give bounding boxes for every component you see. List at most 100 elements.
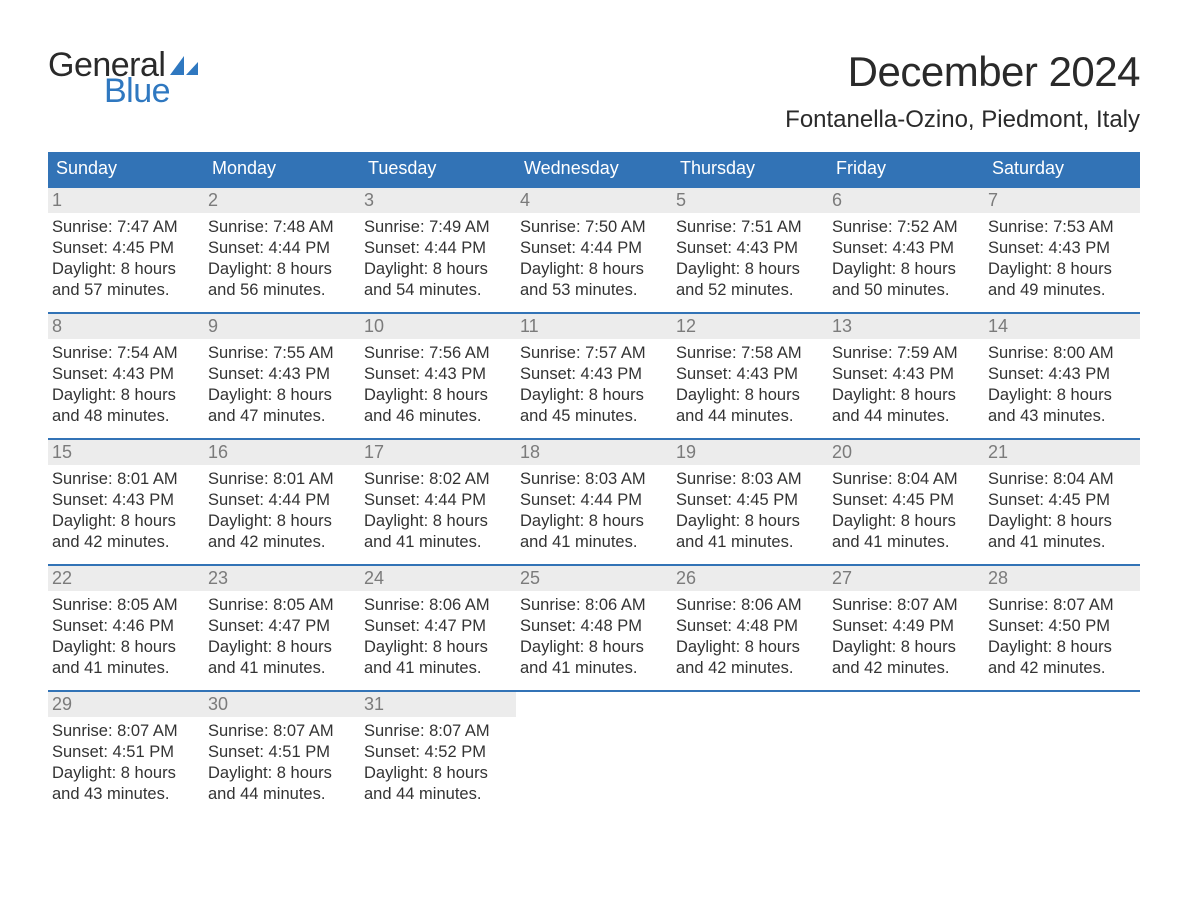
day-cell: 9Sunrise: 7:55 AMSunset: 4:43 PMDaylight…: [204, 314, 360, 438]
daylight1-line: Daylight: 8 hours: [208, 637, 356, 658]
day-number: 24: [360, 566, 516, 591]
daylight1-line: Daylight: 8 hours: [832, 259, 980, 280]
sunrise-line: Sunrise: 8:06 AM: [364, 595, 512, 616]
day-cell: [516, 692, 672, 816]
day-content: Sunrise: 8:07 AMSunset: 4:51 PMDaylight:…: [208, 721, 356, 805]
title-block: December 2024 Fontanella-Ozino, Piedmont…: [785, 48, 1140, 134]
day-number-empty: [516, 692, 672, 717]
day-cell: 6Sunrise: 7:52 AMSunset: 4:43 PMDaylight…: [828, 188, 984, 312]
daylight1-line: Daylight: 8 hours: [364, 259, 512, 280]
sunset-line: Sunset: 4:44 PM: [208, 238, 356, 259]
daylight2-line: and 44 minutes.: [364, 784, 512, 805]
daylight1-line: Daylight: 8 hours: [52, 763, 200, 784]
daylight1-line: Daylight: 8 hours: [988, 511, 1136, 532]
sunrise-line: Sunrise: 7:53 AM: [988, 217, 1136, 238]
daylight2-line: and 41 minutes.: [364, 532, 512, 553]
sunset-line: Sunset: 4:49 PM: [832, 616, 980, 637]
sunrise-line: Sunrise: 7:48 AM: [208, 217, 356, 238]
day-number: 7: [984, 188, 1140, 213]
sunrise-line: Sunrise: 7:55 AM: [208, 343, 356, 364]
day-content: Sunrise: 7:56 AMSunset: 4:43 PMDaylight:…: [364, 343, 512, 427]
daylight2-line: and 41 minutes.: [988, 532, 1136, 553]
day-number: 10: [360, 314, 516, 339]
sunset-line: Sunset: 4:43 PM: [676, 238, 824, 259]
day-number: 6: [828, 188, 984, 213]
day-content: Sunrise: 8:03 AMSunset: 4:44 PMDaylight:…: [520, 469, 668, 553]
daylight2-line: and 42 minutes.: [832, 658, 980, 679]
day-cell: 21 Sunrise: 8:04 AMSunset: 4:45 PMDayligh…: [984, 440, 1140, 564]
day-content: Sunrise: 7:49 AMSunset: 4:44 PMDaylight:…: [364, 217, 512, 301]
day-number: 5: [672, 188, 828, 213]
sunrise-line: Sunrise: 8:07 AM: [832, 595, 980, 616]
day-cell: 25 Sunrise: 8:06 AMSunset: 4:48 PMDayligh…: [516, 566, 672, 690]
sunset-line: Sunset: 4:43 PM: [364, 364, 512, 385]
day-content: Sunrise: 8:06 AMSunset: 4:48 PMDaylight:…: [520, 595, 668, 679]
sunset-line: Sunset: 4:48 PM: [676, 616, 824, 637]
sail-icon: [169, 54, 199, 76]
day-content: Sunrise: 8:03 AMSunset: 4:45 PMDaylight:…: [676, 469, 824, 553]
day-cell: 31Sunrise: 8:07 AMSunset: 4:52 PMDayligh…: [360, 692, 516, 816]
sunset-line: Sunset: 4:45 PM: [676, 490, 824, 511]
daylight1-line: Daylight: 8 hours: [52, 385, 200, 406]
sunset-line: Sunset: 4:44 PM: [520, 238, 668, 259]
day-content: Sunrise: 7:51 AMSunset: 4:43 PMDaylight:…: [676, 217, 824, 301]
day-content: Sunrise: 8:01 AMSunset: 4:44 PMDaylight:…: [208, 469, 356, 553]
day-content: Sunrise: 8:00 AMSunset: 4:43 PMDaylight:…: [988, 343, 1136, 427]
sunset-line: Sunset: 4:43 PM: [208, 364, 356, 385]
sunset-line: Sunset: 4:43 PM: [988, 238, 1136, 259]
sunset-line: Sunset: 4:47 PM: [208, 616, 356, 637]
day-cell: 11Sunrise: 7:57 AMSunset: 4:43 PMDayligh…: [516, 314, 672, 438]
daylight1-line: Daylight: 8 hours: [208, 763, 356, 784]
daylight1-line: Daylight: 8 hours: [520, 637, 668, 658]
daylight2-line: and 42 minutes.: [988, 658, 1136, 679]
day-number: 21: [984, 440, 1140, 465]
day-content: Sunrise: 8:04 AMSunset: 4:45 PMDaylight:…: [988, 469, 1136, 553]
daylight2-line: and 41 minutes.: [52, 658, 200, 679]
sunset-line: Sunset: 4:43 PM: [832, 238, 980, 259]
daylight2-line: and 42 minutes.: [52, 532, 200, 553]
sunrise-line: Sunrise: 8:01 AM: [208, 469, 356, 490]
day-content: Sunrise: 7:59 AMSunset: 4:43 PMDaylight:…: [832, 343, 980, 427]
sunset-line: Sunset: 4:44 PM: [208, 490, 356, 511]
day-number: 12: [672, 314, 828, 339]
daylight2-line: and 41 minutes.: [364, 658, 512, 679]
day-content: Sunrise: 8:07 AMSunset: 4:51 PMDaylight:…: [52, 721, 200, 805]
daylight1-line: Daylight: 8 hours: [832, 385, 980, 406]
day-cell: 22Sunrise: 8:05 AMSunset: 4:46 PMDayligh…: [48, 566, 204, 690]
sunset-line: Sunset: 4:43 PM: [988, 364, 1136, 385]
sunset-line: Sunset: 4:47 PM: [364, 616, 512, 637]
sunrise-line: Sunrise: 7:51 AM: [676, 217, 824, 238]
day-cell: 5 Sunrise: 7:51 AMSunset: 4:43 PMDaylight…: [672, 188, 828, 312]
daylight2-line: and 54 minutes.: [364, 280, 512, 301]
day-content: Sunrise: 8:01 AMSunset: 4:43 PMDaylight:…: [52, 469, 200, 553]
daylight1-line: Daylight: 8 hours: [52, 637, 200, 658]
day-content: Sunrise: 7:50 AMSunset: 4:44 PMDaylight:…: [520, 217, 668, 301]
week-row: 15Sunrise: 8:01 AMSunset: 4:43 PMDayligh…: [48, 438, 1140, 564]
sunrise-line: Sunrise: 7:47 AM: [52, 217, 200, 238]
daylight2-line: and 43 minutes.: [988, 406, 1136, 427]
sunrise-line: Sunrise: 8:03 AM: [676, 469, 824, 490]
weekday-header: Saturday: [984, 152, 1140, 186]
day-cell: [984, 692, 1140, 816]
daylight2-line: and 41 minutes.: [832, 532, 980, 553]
daylight2-line: and 43 minutes.: [52, 784, 200, 805]
day-cell: 29Sunrise: 8:07 AMSunset: 4:51 PMDayligh…: [48, 692, 204, 816]
day-cell: 18Sunrise: 8:03 AMSunset: 4:44 PMDayligh…: [516, 440, 672, 564]
day-cell: 16Sunrise: 8:01 AMSunset: 4:44 PMDayligh…: [204, 440, 360, 564]
sunset-line: Sunset: 4:44 PM: [364, 490, 512, 511]
day-number: 9: [204, 314, 360, 339]
weekday-header: Friday: [828, 152, 984, 186]
daylight2-line: and 42 minutes.: [676, 658, 824, 679]
sunrise-line: Sunrise: 8:05 AM: [52, 595, 200, 616]
day-cell: 20Sunrise: 8:04 AMSunset: 4:45 PMDayligh…: [828, 440, 984, 564]
day-cell: [672, 692, 828, 816]
daylight1-line: Daylight: 8 hours: [52, 259, 200, 280]
day-content: Sunrise: 8:05 AMSunset: 4:46 PMDaylight:…: [52, 595, 200, 679]
day-content: Sunrise: 7:58 AMSunset: 4:43 PMDaylight:…: [676, 343, 824, 427]
sunrise-line: Sunrise: 8:06 AM: [520, 595, 668, 616]
day-number: 25: [516, 566, 672, 591]
day-content: Sunrise: 8:07 AMSunset: 4:52 PMDaylight:…: [364, 721, 512, 805]
location-subtitle: Fontanella-Ozino, Piedmont, Italy: [785, 106, 1140, 134]
day-cell: 3Sunrise: 7:49 AMSunset: 4:44 PMDaylight…: [360, 188, 516, 312]
sunrise-line: Sunrise: 7:58 AM: [676, 343, 824, 364]
